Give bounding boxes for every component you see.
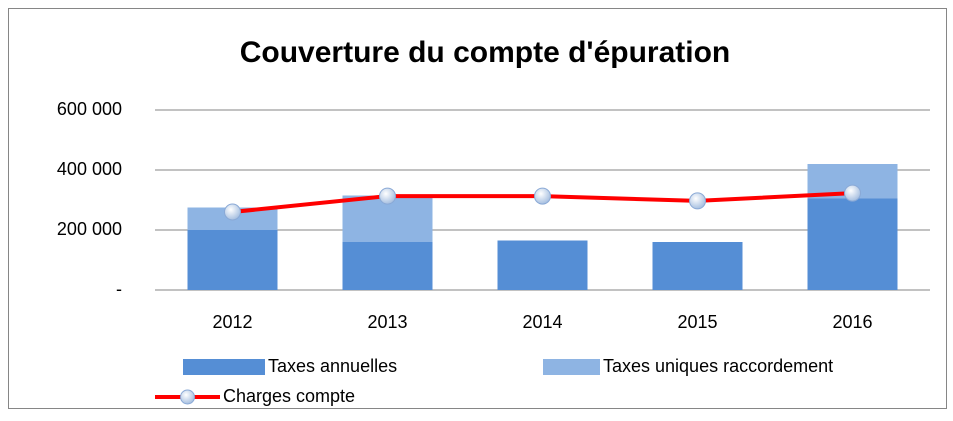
chart-border [8,8,947,409]
x-tick-label: 2013 [367,312,407,332]
chart-title: Couverture du compte d'épuration [240,36,731,69]
y-tick-label: - [116,279,122,299]
line-marker [534,187,551,205]
legend-label: Taxes uniques raccordement [603,356,833,376]
legend-swatch [183,359,265,375]
bar [807,198,898,290]
x-tick-label: 2014 [522,312,562,332]
legend-swatch [543,359,600,375]
bar [652,242,743,290]
y-tick-label: 200 000 [57,219,122,239]
y-tick-label: 600 000 [57,99,122,119]
bar [187,230,278,290]
line-marker [224,203,241,221]
line-marker [379,187,396,205]
legend-marker [180,389,195,405]
line-marker [844,184,861,202]
line-marker [689,192,706,210]
legend-label: Taxes annuelles [268,356,397,376]
x-tick-label: 2015 [677,312,717,332]
bar [342,242,433,290]
y-tick-label: 400 000 [57,159,122,179]
x-tick-label: 2016 [832,312,872,332]
legend-label: Charges compte [223,386,355,406]
bar [497,240,588,290]
x-tick-label: 2012 [212,312,252,332]
